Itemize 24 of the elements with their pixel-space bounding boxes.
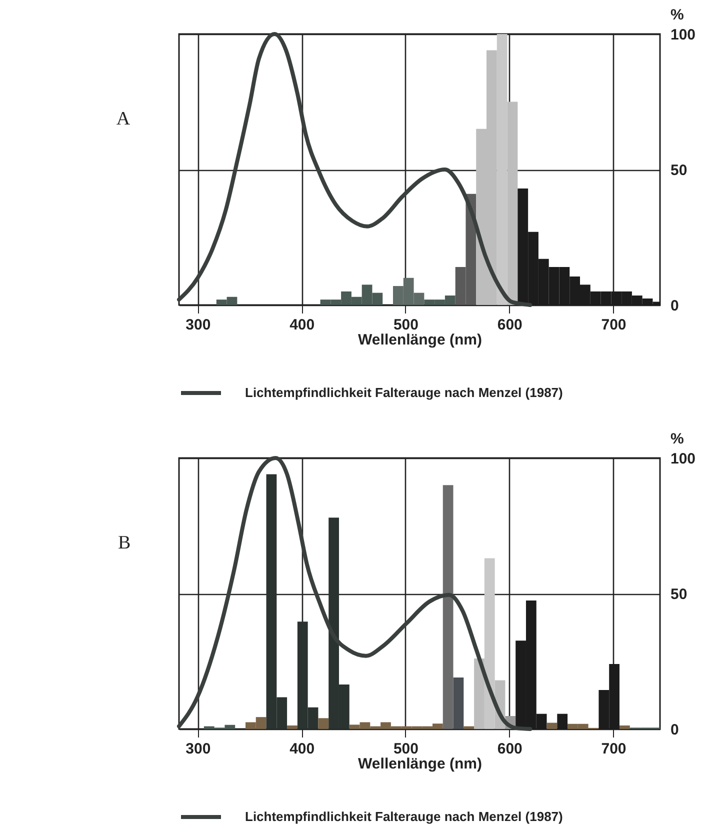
legend-label: Lichtempfindlichkeit Falterauge nach Menzel (1987) <box>245 809 563 824</box>
y-tick-label: 100 <box>670 450 696 468</box>
x-axis-title: Wellenlänge (nm) <box>358 332 482 348</box>
y-tick-label: 0 <box>670 298 679 314</box>
x-tick-label: 400 <box>290 316 315 334</box>
y-tick-label: 50 <box>670 162 688 179</box>
text: A <box>116 108 130 130</box>
x-tick-label: 700 <box>601 316 626 334</box>
y-tick-label: 50 <box>670 586 688 603</box>
x-tick-label: 600 <box>497 740 522 758</box>
x-tick-label: 700 <box>601 740 626 758</box>
x-axis-title: Wellenlänge (nm) <box>358 756 482 772</box>
legend-label: Lichtempfindlichkeit Falterauge nach Menzel (1987) <box>245 385 563 400</box>
y-tick-label: 0 <box>670 722 679 738</box>
x-tick-label: 500 <box>393 740 418 758</box>
x-tick-label: 500 <box>393 316 418 334</box>
x-tick-label: 400 <box>290 740 315 758</box>
y-axis-title: % <box>670 6 684 24</box>
text: B <box>118 532 131 554</box>
y-tick-label: 100 <box>670 26 696 44</box>
x-tick-label: 600 <box>497 316 522 334</box>
x-tick-label: 300 <box>186 740 211 758</box>
x-tick-label: 300 <box>186 316 211 334</box>
y-axis-title: % <box>670 430 684 448</box>
